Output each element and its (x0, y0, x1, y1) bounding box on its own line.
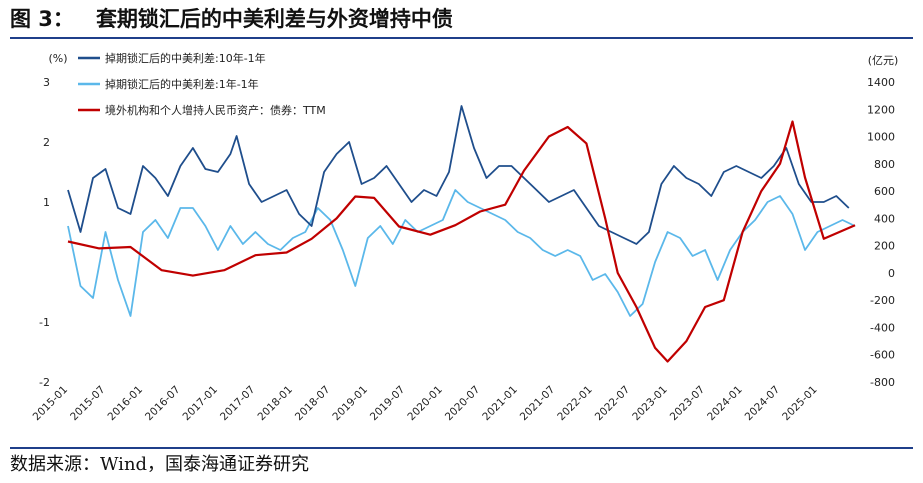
chart-title: 套期锁汇后的中美利差与外资增持中债 (95, 7, 453, 31)
right-tick-label: -600 (870, 349, 895, 362)
left-axis-unit: (%) (48, 52, 67, 65)
right-axis-ticks: -800 -600 -400 -200 0 200 400 600 800 1000 1200 140… (867, 76, 895, 389)
left-tick-label: 2 (43, 136, 50, 149)
right-tick-label: -800 (870, 376, 895, 389)
legend-label-3: 境外机构和个人增持人民币资产：债券：TTM (105, 103, 326, 117)
right-tick-label: 400 (874, 212, 895, 225)
x-tick-label: 2019-07 (368, 384, 408, 424)
figure-title: 图 3： 套期锁汇后的中美利差与外资增持中债 (10, 4, 453, 34)
source-rule (10, 447, 913, 449)
x-tick-label: 2017-07 (218, 384, 258, 424)
x-tick-label: 2021-07 (518, 384, 558, 424)
right-tick-label: 1400 (867, 76, 895, 89)
series-line-3 (67, 120, 856, 363)
chart-legend: 掉期锁汇后的中美利差:10年-1年掉期锁汇后的中美利差:1年-1年境外机构和个人… (78, 51, 326, 117)
figure-label: 图 3： (10, 7, 74, 31)
x-tick-label: 2017-01 (181, 384, 221, 424)
right-tick-label: -400 (870, 321, 895, 334)
x-tick-label: 2020-07 (443, 384, 483, 424)
x-tick-label: 2015-07 (68, 384, 108, 424)
dual-axis-line-chart: -2 -1 1 2 3 -800 -600 -400 -200 0 200 400 600 800 100… (31, 51, 899, 424)
left-tick-label: -2 (39, 376, 50, 389)
x-tick-label: 2022-01 (555, 384, 595, 424)
series-line-2 (67, 189, 856, 317)
x-tick-label: 2024-01 (705, 384, 745, 424)
left-tick-label: -1 (39, 316, 50, 329)
x-tick-label: 2022-07 (593, 384, 633, 424)
left-tick-label: 1 (43, 196, 50, 209)
x-tick-label: 2016-07 (143, 384, 183, 424)
left-tick-label: 3 (43, 76, 50, 89)
right-axis-unit: (亿元) (868, 54, 899, 67)
right-tick-label: 800 (874, 158, 895, 171)
x-tick-label: 2016-01 (106, 384, 146, 424)
x-tick-label: 2018-01 (255, 384, 295, 424)
x-tick-label: 2021-01 (480, 384, 520, 424)
legend-label-2: 掉期锁汇后的中美利差:1年-1年 (105, 77, 259, 91)
series-line-1 (67, 105, 850, 245)
title-rule (10, 37, 913, 39)
series-lines (67, 105, 856, 363)
x-tick-label: 2024-07 (743, 384, 783, 424)
right-tick-label: -200 (870, 294, 895, 307)
x-tick-label: 2025-01 (780, 384, 820, 424)
x-tick-label: 2018-07 (293, 384, 333, 424)
x-tick-label: 2023-01 (630, 384, 670, 424)
right-tick-label: 0 (888, 267, 895, 280)
right-tick-label: 1200 (867, 103, 895, 116)
right-tick-label: 1000 (867, 131, 895, 144)
x-tick-label: 2023-07 (668, 384, 708, 424)
x-tick-label: 2015-01 (31, 384, 71, 424)
x-tick-label: 2020-01 (405, 384, 445, 424)
x-axis-tick-labels: 2015-012015-072016-012016-072017-012017-… (31, 384, 820, 424)
left-axis-ticks: -2 -1 1 2 3 (39, 76, 50, 389)
right-tick-label: 200 (874, 240, 895, 253)
legend-label-1: 掉期锁汇后的中美利差:10年-1年 (105, 51, 266, 65)
x-tick-label: 2019-01 (330, 384, 370, 424)
source-note: 数据来源：Wind，国泰海通证券研究 (10, 454, 310, 475)
right-tick-label: 600 (874, 185, 895, 198)
